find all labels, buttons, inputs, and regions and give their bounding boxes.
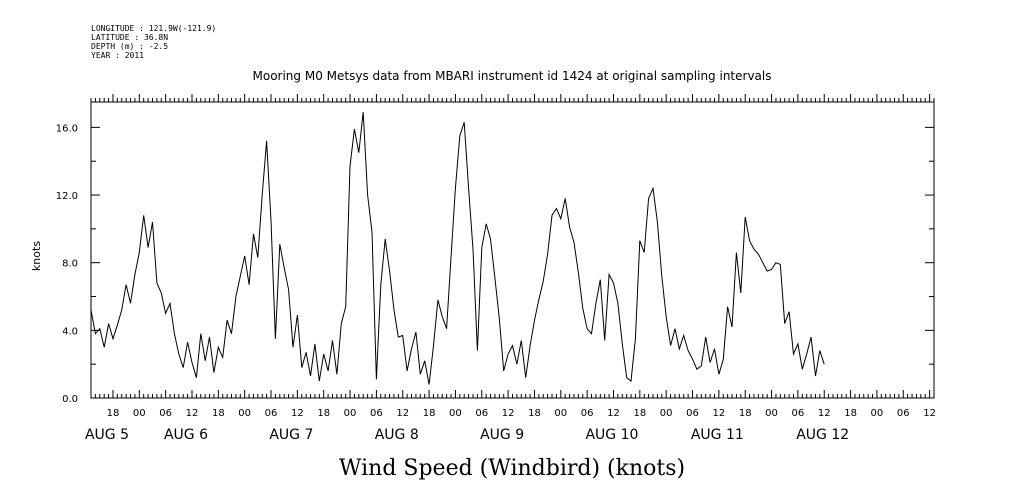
x-tick-label: 18 xyxy=(107,408,120,419)
x-tick-label: 00 xyxy=(554,408,567,419)
axis-ticks xyxy=(90,94,935,399)
x-tick-label: 00 xyxy=(765,408,778,419)
x-tick-label: 00 xyxy=(133,408,146,419)
x-tick-label: 18 xyxy=(317,408,330,419)
x-tick-label: 06 xyxy=(370,408,383,419)
x-tick-label: 12 xyxy=(607,408,620,419)
x-axis-title: Wind Speed (Windbird) (knots) xyxy=(339,456,685,481)
y-axis-label: knots xyxy=(30,241,43,271)
meta-line: LATITUDE : 36.8N xyxy=(91,33,168,42)
x-tick-label: 06 xyxy=(475,408,488,419)
x-tick-label: 06 xyxy=(159,408,172,419)
meta-line: DEPTH (m) : -2.5 xyxy=(91,42,168,51)
x-tick-label: 12 xyxy=(291,408,304,419)
x-tick-label: 00 xyxy=(871,408,884,419)
series-layer xyxy=(90,112,825,385)
x-tick-label: 12 xyxy=(186,408,199,419)
x-tick-label: 06 xyxy=(897,408,910,419)
x-tick-label: 18 xyxy=(423,408,436,419)
axis-tick-labels: 0.0 4.0 8.0 12.0 16.0 18 00 06 12 18 00 06 12 18 00 06 1… xyxy=(56,123,936,443)
x-date-label: AUG 10 xyxy=(585,427,638,443)
x-tick-label: 18 xyxy=(212,408,225,419)
x-tick-label: 12 xyxy=(502,408,515,419)
x-tick-label: 12 xyxy=(818,408,831,419)
x-tick-label: 18 xyxy=(844,408,857,419)
y-tick-label: 4.0 xyxy=(62,326,78,337)
x-tick-label: 00 xyxy=(449,408,462,419)
chart-title: Mooring M0 Metsys data from MBARI instru… xyxy=(253,69,772,83)
x-date-label: AUG 11 xyxy=(691,427,744,443)
x-tick-label: 12 xyxy=(396,408,409,419)
x-date-label: AUG 6 xyxy=(164,427,208,443)
x-tick-label: 06 xyxy=(686,408,699,419)
x-tick-label: 12 xyxy=(712,408,725,419)
y-tick-label: 12.0 xyxy=(56,191,78,202)
x-tick-label: 06 xyxy=(581,408,594,419)
x-tick-label: 18 xyxy=(633,408,646,419)
x-date-label: AUG 12 xyxy=(796,427,849,443)
x-tick-label: 06 xyxy=(792,408,805,419)
x-tick-label: 06 xyxy=(265,408,278,419)
x-date-label: AUG 9 xyxy=(480,427,524,443)
meta-line: LONGITUDE : 121.9W(-121.9) xyxy=(91,24,216,33)
series-line xyxy=(90,112,825,385)
x-tick-label: 12 xyxy=(923,408,936,419)
y-tick-label: 16.0 xyxy=(56,123,78,134)
x-tick-label: 00 xyxy=(660,408,673,419)
x-date-label: AUG 7 xyxy=(269,427,313,443)
y-tick-label: 0.0 xyxy=(62,394,78,405)
metadata-block: LONGITUDE : 121.9W(-121.9) LATITUDE : 36… xyxy=(91,24,216,60)
y-tick-label: 8.0 xyxy=(62,259,78,270)
x-date-label: AUG 8 xyxy=(375,427,419,443)
meta-line: YEAR : 2011 xyxy=(91,51,144,60)
x-date-label: AUG 5 xyxy=(85,427,129,443)
x-tick-label: 00 xyxy=(344,408,357,419)
x-tick-label: 18 xyxy=(739,408,752,419)
x-tick-label: 00 xyxy=(238,408,251,419)
x-tick-label: 18 xyxy=(528,408,541,419)
